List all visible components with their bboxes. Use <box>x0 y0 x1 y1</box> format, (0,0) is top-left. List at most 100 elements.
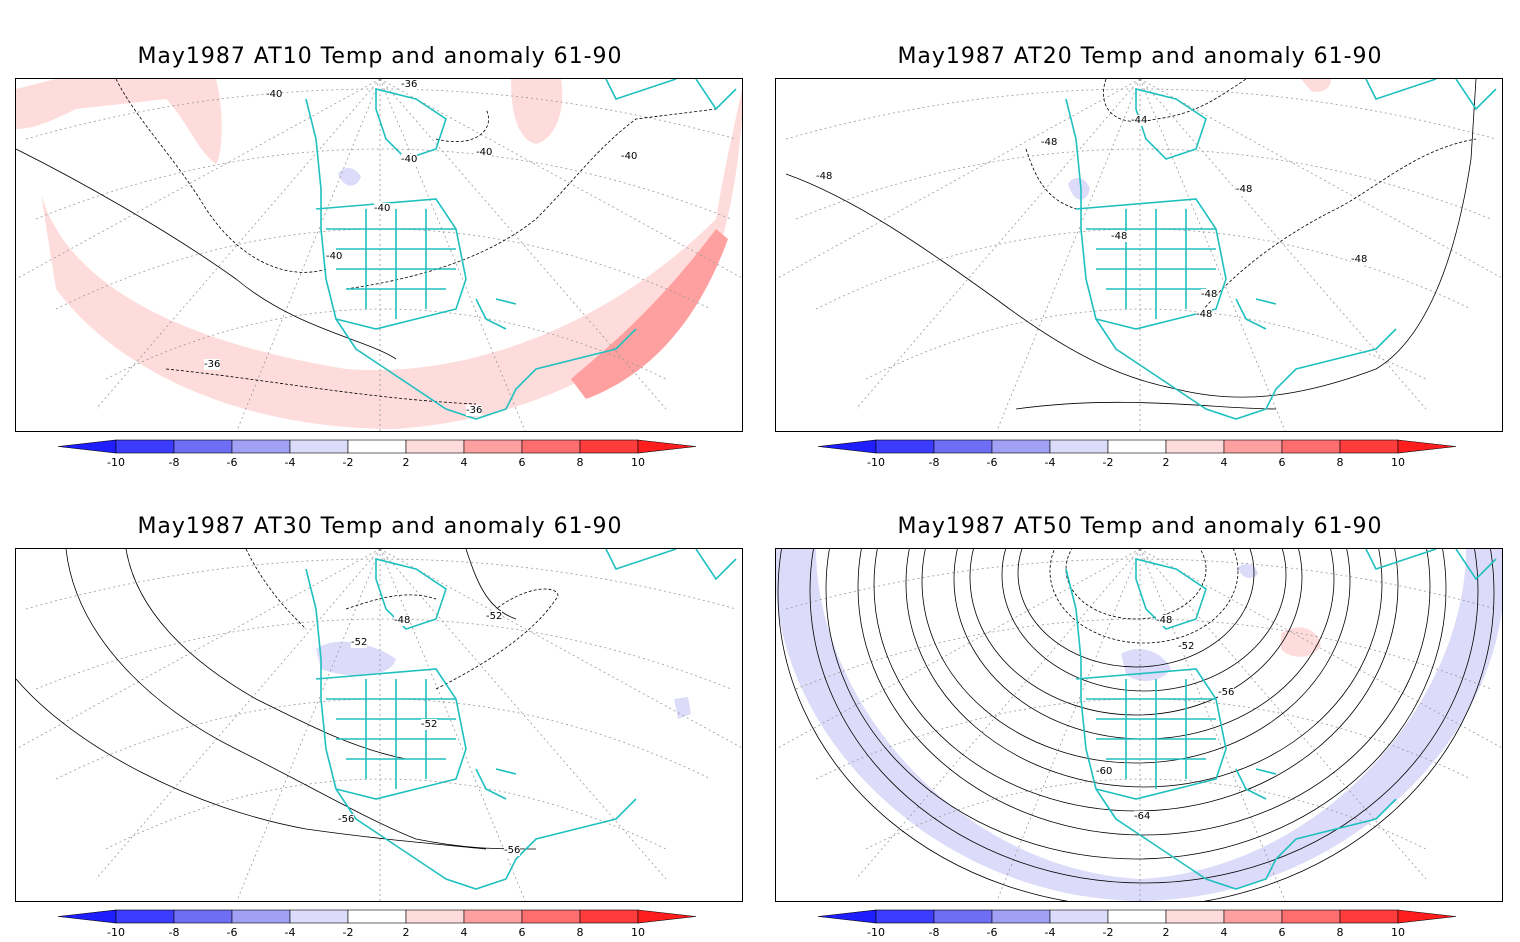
contour-ring <box>809 549 1479 884</box>
colorbar: -10 -8 -6 -4 -2 2 4 6 8 10 <box>58 908 703 942</box>
colorbar-swatch <box>115 439 175 454</box>
contour-ring <box>777 549 1495 901</box>
contours <box>777 549 1495 901</box>
colorbar-svg: -10 -8 -6 -4 -2 2 4 6 8 10 <box>818 909 1457 939</box>
colorbar-swatch <box>405 439 465 454</box>
colorbar-tick-label: -6 <box>987 926 998 939</box>
panel-at30: May1987 AT30 Temp and anomaly 61-90 <box>0 470 760 940</box>
contour-label: -48 <box>816 171 833 182</box>
anomaly-positive-core <box>571 229 728 399</box>
coastline <box>1065 79 1497 420</box>
colorbar-swatch <box>115 909 175 924</box>
anomaly-negative-ring <box>776 549 1502 901</box>
colorbar-tick-label: 6 <box>1279 926 1286 939</box>
colorbar-swatch <box>463 909 523 924</box>
colorbar-tick-label: -10 <box>867 926 885 939</box>
colorbar-tick-label: 8 <box>577 926 584 939</box>
contour-label: -52 <box>351 637 368 648</box>
colorbar-min-arrow <box>58 909 117 924</box>
colorbar: -10 -8 -6 -4 -2 2 4 6 8 10 <box>818 438 1463 472</box>
anomaly-negative-patch <box>338 167 361 186</box>
anomaly-positive-band <box>16 79 222 164</box>
colorbar-swatch <box>463 439 523 454</box>
colorbar-tick-label: -2 <box>1103 926 1114 939</box>
colorbar-tick-label: 10 <box>1391 926 1405 939</box>
coastline <box>1065 549 1497 890</box>
map-frame: -48 -52 -52 -52 -56 -56 <box>15 548 743 902</box>
anomaly-negative-patch <box>674 697 691 719</box>
colorbar-swatch <box>991 909 1051 924</box>
contour-label: -40 <box>266 89 283 100</box>
colorbar-max-arrow <box>1397 439 1457 454</box>
panel-title: May1987 AT50 Temp and anomaly 61-90 <box>897 514 1383 539</box>
contour-label: -40 <box>374 203 391 214</box>
panel-title: May1987 AT30 Temp and anomaly 61-90 <box>137 514 623 539</box>
colorbar-swatch <box>991 439 1051 454</box>
colorbar-swatch <box>1223 439 1283 454</box>
colorbar-tick-label: 6 <box>519 456 526 469</box>
map-svg-at10 <box>16 79 742 431</box>
graticule <box>16 79 742 431</box>
colorbar-tick-label: 4 <box>461 456 468 469</box>
colorbar-tick-label: 10 <box>631 926 645 939</box>
colorbar-tick-label: -10 <box>107 926 125 939</box>
colorbar-tick-label: -6 <box>227 456 238 469</box>
panel-at10: May1987 AT10 Temp and anomaly 61-90 <box>0 0 760 470</box>
contour-label: -48 <box>1156 615 1173 626</box>
colorbar-swatch <box>875 909 935 924</box>
map-svg-at30 <box>16 549 742 901</box>
colorbar-tick-label: -8 <box>169 456 180 469</box>
contour-ring <box>921 549 1351 764</box>
contour-label: -36 <box>466 405 483 416</box>
colorbar-swatch <box>289 909 349 924</box>
colorbar-swatch <box>1165 909 1225 924</box>
colorbar-swatch <box>173 909 233 924</box>
colorbar-tick-label: 8 <box>1337 456 1344 469</box>
colorbar-tick-label: 10 <box>631 456 645 469</box>
colorbar-max-arrow <box>1397 909 1457 924</box>
contour-ring <box>953 549 1335 740</box>
contour-ring <box>1017 549 1255 668</box>
colorbar-tick-label: -8 <box>929 926 940 939</box>
map-frame: -36 -36 -40 -40 -40 -40 -40 -40 -36 <box>15 78 743 432</box>
panel-at20: May1987 AT20 Temp and anomaly 61-90 <box>760 0 1520 470</box>
colorbar-tick-label: -8 <box>929 456 940 469</box>
colorbar-tick-label: 8 <box>577 456 584 469</box>
contour-label: -44 <box>1131 115 1148 126</box>
contour-label: -48 <box>1196 309 1213 320</box>
colorbar-min-arrow <box>58 439 117 454</box>
contours <box>16 549 559 850</box>
colorbar: -10 -8 -6 -4 -2 2 4 6 8 10 <box>58 438 703 472</box>
colorbar-swatch <box>231 439 291 454</box>
contour-label: -36 <box>204 359 221 370</box>
colorbar-swatch <box>347 909 407 924</box>
colorbar-swatch <box>173 439 233 454</box>
anomaly-negative-patch <box>316 641 396 676</box>
colorbar-swatch <box>1107 909 1167 924</box>
colorbar-tick-label: -6 <box>987 456 998 469</box>
colorbar-max-arrow <box>637 439 697 454</box>
colorbar-swatch <box>1107 439 1167 454</box>
colorbar-tick-label: -4 <box>1045 926 1056 939</box>
colorbar-swatch <box>1049 439 1109 454</box>
coastline <box>305 79 737 420</box>
contour-ring <box>905 549 1383 788</box>
colorbar-tick-label: -2 <box>343 926 354 939</box>
colorbar-swatch <box>289 439 349 454</box>
colorbar-svg: -10 -8 -6 -4 -2 2 4 6 8 10 <box>58 439 697 469</box>
panel-title: May1987 AT10 Temp and anomaly 61-90 <box>137 44 623 69</box>
map-svg-at50 <box>776 549 1502 901</box>
contour-ring <box>857 549 1431 836</box>
contour-label: -48 <box>1111 231 1128 242</box>
map-frame: -48 -52 -56 -60 -64 <box>775 548 1503 902</box>
contour-label: -52 <box>1178 641 1195 652</box>
contour-ring <box>1065 549 1207 620</box>
contour-label: -40 <box>326 251 343 262</box>
contour-line <box>16 148 397 360</box>
colorbar-svg: -10 -8 -6 -4 -2 2 4 6 8 10 <box>58 909 697 939</box>
graticule <box>16 549 742 901</box>
colorbar-tick-label: 8 <box>1337 926 1344 939</box>
contour-label: -52 <box>486 611 503 622</box>
colorbar-tick-label: 2 <box>403 926 410 939</box>
colorbar-swatch <box>347 439 407 454</box>
